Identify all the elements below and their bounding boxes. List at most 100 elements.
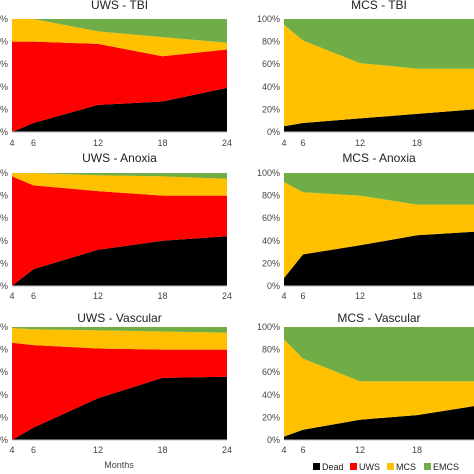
panel-3-ytick: 0% xyxy=(0,281,8,291)
panel-2-ytick: 20% xyxy=(262,104,280,114)
panel-1-ytick: 60% xyxy=(0,59,8,69)
panel-6-ytick: 80% xyxy=(262,345,280,355)
legend-swatch-emcs xyxy=(424,463,431,470)
panel-3-area-dead xyxy=(12,236,227,286)
panel-4-ytick: 0% xyxy=(267,281,280,291)
panel-5-area-uws xyxy=(12,342,227,440)
panel-2-area-dead xyxy=(284,109,474,132)
panel-2-xtick: 18 xyxy=(412,138,422,148)
panel-6-area-emcs xyxy=(284,327,474,382)
panel-4-xtick: 4 xyxy=(281,291,286,301)
panel-2-xtick: 6 xyxy=(300,138,305,148)
panel-3-area-mcs xyxy=(12,173,227,196)
panel-4-area-emcs xyxy=(284,173,474,205)
panel-3-ytick: 80% xyxy=(0,191,8,201)
panel-4-xtick: 18 xyxy=(412,291,422,301)
panel-2-ytick: 100% xyxy=(257,14,280,24)
panel-6-xtick: 4 xyxy=(281,445,286,455)
panel-6-ytick: 0% xyxy=(267,435,280,445)
panel-6-xtick: 6 xyxy=(300,445,305,455)
panel-2-ytick: 80% xyxy=(262,37,280,47)
panel-2-area-emcs xyxy=(284,19,474,69)
panel-1-xtick: 6 xyxy=(31,138,36,148)
panel-3-xtick: 4 xyxy=(9,291,14,301)
panel-5-ytick: 80% xyxy=(0,345,8,355)
panel-5-xtick: 12 xyxy=(93,445,103,455)
panel-5-xtick: 6 xyxy=(31,445,36,455)
panel-1-area-uws xyxy=(12,41,227,132)
panel-6-ytick: 100% xyxy=(257,322,280,332)
legend-swatch-dead xyxy=(313,463,320,470)
panel-4-ytick: 20% xyxy=(262,258,280,268)
panel-3-ytick: 40% xyxy=(0,236,8,246)
panel-3-xtick: 6 xyxy=(31,291,36,301)
panel-6-ytick: 40% xyxy=(262,390,280,400)
panel-4-ytick: 80% xyxy=(262,191,280,201)
panel-5-title: UWS - Vascular xyxy=(77,311,161,325)
panel-4-area-mcs xyxy=(284,182,474,279)
panel-3-ytick: 100% xyxy=(0,168,8,178)
panel-6-area-dead xyxy=(284,406,474,440)
panel-1-area-emcs xyxy=(12,19,227,43)
panel-1-title: UWS - TBI xyxy=(91,0,148,12)
panel-4-area-dead xyxy=(284,231,474,286)
panel-6-ytick: 20% xyxy=(262,412,280,422)
panel-1-ytick: 80% xyxy=(0,37,8,47)
panel-2-xtick: 12 xyxy=(355,138,365,148)
x-axis-title: Months xyxy=(104,460,134,470)
panel-5-ytick: 100% xyxy=(0,322,8,332)
panel-5-ytick: 20% xyxy=(0,412,8,422)
legend-label-uws: UWS xyxy=(359,462,380,472)
panel-6-xtick: 12 xyxy=(355,445,365,455)
panel-3-xtick: 24 xyxy=(222,291,232,301)
panel-5-area-mcs xyxy=(12,328,227,350)
panel-2-ytick: 60% xyxy=(262,59,280,69)
panel-2-area-mcs xyxy=(284,24,474,127)
panel-5-ytick: 60% xyxy=(0,367,8,377)
panel-3-ytick: 20% xyxy=(0,258,8,268)
panel-1-ytick: 100% xyxy=(0,14,8,24)
panel-5-xtick: 24 xyxy=(222,445,232,455)
panel-3-xtick: 12 xyxy=(93,291,103,301)
panel-6-area-mcs xyxy=(284,339,474,437)
panel-1-xtick: 24 xyxy=(222,138,232,148)
legend-swatch-uws xyxy=(350,463,357,470)
panel-1-area-dead xyxy=(12,87,227,132)
panel-2-title: MCS - TBI xyxy=(351,0,407,12)
panel-5-area-dead xyxy=(12,376,227,440)
panel-1-ytick: 0% xyxy=(0,127,8,137)
legend-label-mcs: MCS xyxy=(396,462,416,472)
panel-1-xtick: 12 xyxy=(93,138,103,148)
panel-6-xtick: 18 xyxy=(412,445,422,455)
panel-4-ytick: 100% xyxy=(257,168,280,178)
panel-4-ytick: 60% xyxy=(262,213,280,223)
panel-1-ytick: 20% xyxy=(0,104,8,114)
panel-5-area-emcs xyxy=(12,327,227,333)
panel-3-ytick: 60% xyxy=(0,213,8,223)
panel-6-title: MCS - Vascular xyxy=(337,311,420,325)
panel-2-ytick: 40% xyxy=(262,82,280,92)
panel-4-title: MCS - Anoxia xyxy=(342,151,416,165)
legend-label-emcs: EMCS xyxy=(433,462,459,472)
legend-label-dead: Dead xyxy=(322,462,344,472)
panel-3-area-emcs xyxy=(12,173,227,179)
panel-3-xtick: 18 xyxy=(157,291,167,301)
panel-5-xtick: 18 xyxy=(157,445,167,455)
panel-3-title: UWS - Anoxia xyxy=(82,151,157,165)
panel-1-ytick: 40% xyxy=(0,82,8,92)
panel-4-xtick: 12 xyxy=(355,291,365,301)
panel-4-ytick: 40% xyxy=(262,236,280,246)
panel-3-area-uws xyxy=(12,176,227,286)
panel-4-xtick: 6 xyxy=(300,291,305,301)
panel-1-xtick: 4 xyxy=(9,138,14,148)
panel-2-xtick: 4 xyxy=(281,138,286,148)
panel-5-ytick: 0% xyxy=(0,435,8,445)
panel-1-xtick: 18 xyxy=(157,138,167,148)
panel-1-area-mcs xyxy=(12,19,227,57)
panel-2-ytick: 0% xyxy=(267,127,280,137)
legend-swatch-mcs xyxy=(387,463,394,470)
panel-5-ytick: 40% xyxy=(0,390,8,400)
panel-6-ytick: 60% xyxy=(262,367,280,377)
panel-5-xtick: 4 xyxy=(9,445,14,455)
